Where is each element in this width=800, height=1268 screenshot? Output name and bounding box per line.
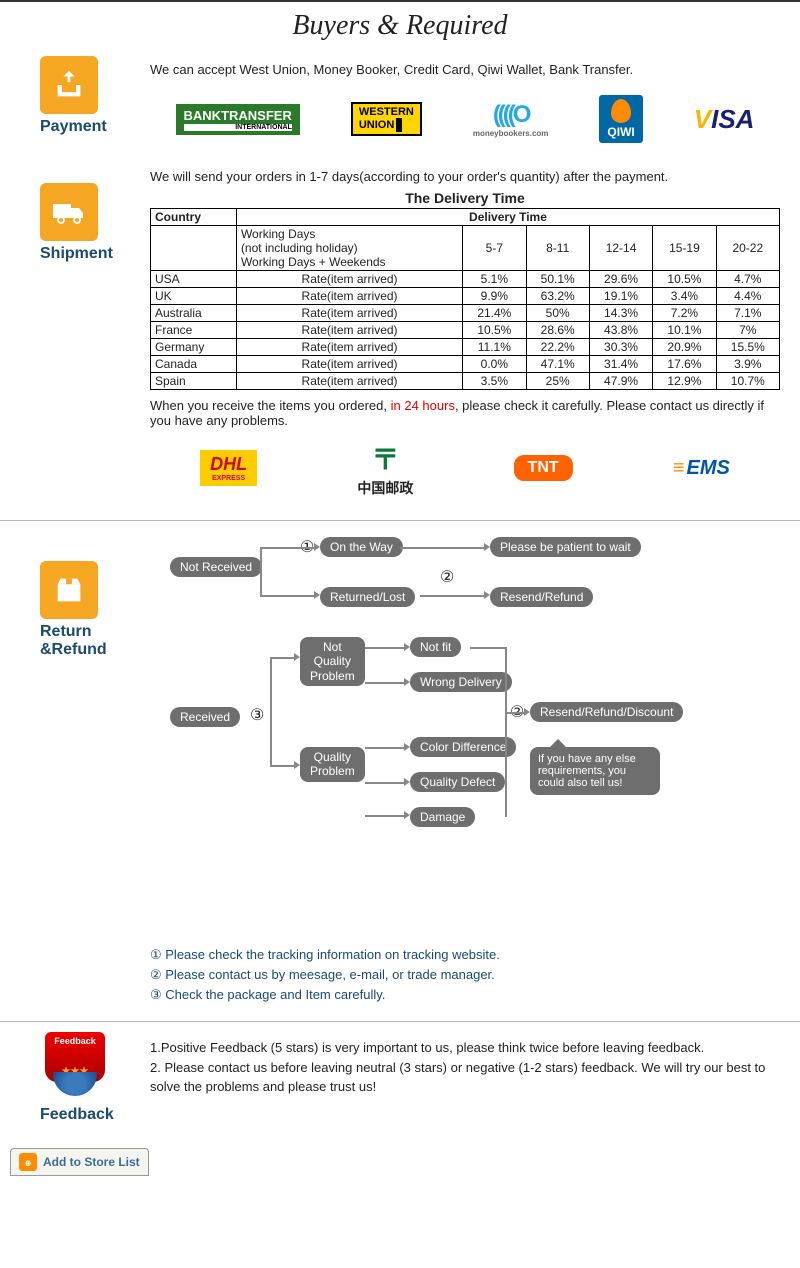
feedback-section: Feedback★★★ Feedback 1.Positive Feedback…: [0, 1026, 800, 1134]
table-row: AustraliaRate(item arrived)21.4%50%14.3%…: [151, 305, 780, 322]
ems-logo: ≡EMS: [673, 457, 730, 480]
return-notes: ① Please check the tracking information …: [150, 947, 780, 1003]
table-row: SpainRate(item arrived)3.5%25%47.9%12.9%…: [151, 373, 780, 390]
node-quality: Quality Problem: [300, 747, 365, 782]
table-row: FranceRate(item arrived)10.5%28.6%43.8%1…: [151, 322, 780, 339]
node-resend1: Resend/Refund: [490, 587, 593, 607]
shipment-icon: [40, 183, 98, 241]
shipment-note: When you receive the items you ordered, …: [150, 398, 780, 428]
node-resend2: Resend/Refund/Discount: [530, 702, 683, 722]
payment-label: Payment: [40, 118, 150, 136]
rss-icon: ๑: [19, 1153, 37, 1171]
return-flowchart: Not Received ① On the Way Please be pati…: [110, 537, 780, 937]
table-row: CanadaRate(item arrived)0.0%47.1%31.4%17…: [151, 356, 780, 373]
table-row: USARate(item arrived)5.1%50.1%29.6%10.5%…: [151, 271, 780, 288]
payment-logos: BANKTRANSFERINTERNATIONAL WESTERNUNION (…: [150, 91, 780, 147]
feedback-icon: Feedback★★★: [40, 1032, 110, 1082]
node-returned: Returned/Lost: [320, 587, 415, 607]
node-patient: Please be patient to wait: [490, 537, 641, 557]
add-to-store-button[interactable]: ๑ Add to Store List: [10, 1148, 149, 1176]
delivery-table-title: The Delivery Time: [150, 190, 780, 206]
visa-logo: VISA: [694, 104, 755, 135]
chinapost-logo: 〒中国邮政: [357, 438, 413, 498]
feedback-text: 1.Positive Feedback (5 stars) is very im…: [150, 1038, 780, 1097]
store-button-text: Add to Store List: [43, 1155, 140, 1169]
node-wrong: Wrong Delivery: [410, 672, 512, 692]
shipment-label: Shipment: [40, 245, 150, 263]
delivery-table: CountryDelivery Time Working Days (not i…: [150, 208, 780, 390]
shipment-section: Shipment We will send your orders in 1-7…: [0, 157, 800, 516]
node-not-received: Not Received: [170, 557, 262, 577]
dhl-logo: DHLEXPRESS: [200, 450, 257, 486]
feedback-label: Feedback: [40, 1106, 150, 1124]
speech-bubble: If you have any else requirements, you c…: [530, 747, 660, 795]
return-section: Return &Refund Not Received ① On the Way…: [0, 525, 800, 1017]
node-color: Color Difference: [410, 737, 516, 757]
payment-section: Payment We can accept West Union, Money …: [0, 50, 800, 157]
shipment-intro: We will send your orders in 1-7 days(acc…: [150, 169, 780, 184]
payment-icon: [40, 56, 98, 114]
node-defect: Quality Defect: [410, 772, 505, 792]
banktransfer-logo: BANKTRANSFERINTERNATIONAL: [176, 104, 300, 135]
node-damage: Damage: [410, 807, 475, 827]
westernunion-logo: WESTERNUNION: [351, 102, 422, 136]
node-not-quality: Not Quality Problem: [300, 637, 365, 686]
table-row: GermanyRate(item arrived)11.1%22.2%30.3%…: [151, 339, 780, 356]
page-title: Buyers & Required: [0, 0, 800, 50]
tnt-logo: TNT: [514, 455, 573, 481]
node-on-way: On the Way: [320, 537, 403, 557]
node-not-fit: Not fit: [410, 637, 461, 657]
moneybookers-logo: ((((Omoneybookers.com: [473, 101, 549, 138]
payment-text: We can accept West Union, Money Booker, …: [150, 62, 780, 77]
table-row: UKRate(item arrived)9.9%63.2%19.1%3.4%4.…: [151, 288, 780, 305]
node-received: Received: [170, 707, 240, 727]
carrier-logos: DHLEXPRESS 〒中国邮政 TNT ≡EMS: [150, 436, 780, 506]
qiwi-logo: QIWI: [599, 95, 642, 143]
return-icon: [40, 561, 98, 619]
